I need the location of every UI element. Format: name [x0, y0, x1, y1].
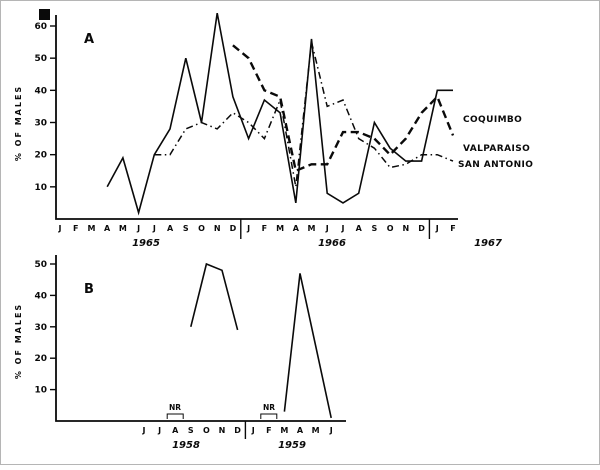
month-label: J [157, 426, 161, 435]
month-label: N [402, 224, 409, 233]
month-label: M [87, 224, 95, 233]
month-label: O [387, 224, 394, 233]
month-label: A [356, 224, 363, 233]
month-label: M [312, 426, 320, 435]
month-label: M [276, 224, 284, 233]
month-label: A [167, 224, 174, 233]
y-tick-label: 30 [34, 323, 47, 333]
series-valparaiso [232, 44, 455, 173]
y-tick-label: 40 [34, 291, 47, 301]
series-coquimbo [106, 12, 453, 216]
year-1965: 1965 [132, 238, 160, 249]
month-label: J [58, 224, 62, 233]
month-label: S [372, 224, 378, 233]
y-tick-label: 50 [34, 54, 47, 64]
y-tick-label: 10 [34, 386, 47, 396]
year-1966: 1966 [318, 238, 346, 249]
month-label: J [329, 426, 333, 435]
month-label: M [280, 426, 288, 435]
nr-bracket [166, 413, 184, 419]
series-san-antonio [154, 41, 454, 187]
month-label: F [266, 426, 271, 435]
month-label: F [73, 224, 78, 233]
y-tick-label: 40 [34, 86, 47, 96]
month-label: J [340, 224, 344, 233]
year-1958: 1958 [172, 440, 200, 451]
year-1967: 1967 [474, 238, 502, 249]
month-label: A [104, 224, 111, 233]
series-line [190, 262, 332, 419]
panel-a-label: A [84, 32, 94, 47]
legend-coquimbo: COQUIMBO [463, 115, 522, 125]
month-label: N [219, 426, 226, 435]
nr-bracket [260, 413, 278, 419]
month-label: J [246, 224, 250, 233]
y-tick-label: 60 [34, 22, 47, 32]
month-label: A [297, 426, 304, 435]
month-label: J [251, 426, 255, 435]
month-label: F [450, 224, 455, 233]
nr-annotation-2: NR [263, 403, 275, 412]
print-artifact [39, 9, 50, 20]
legend-san-antonio: SAN ANTONIO [458, 160, 533, 170]
month-label: N [214, 224, 221, 233]
y-tick-label: 20 [34, 151, 47, 161]
month-label: D [230, 224, 237, 233]
y-tick-label: 20 [34, 354, 47, 364]
month-label: O [198, 224, 205, 233]
month-label: O [203, 426, 210, 435]
y-tick-label: 50 [34, 260, 47, 270]
month-label: D [234, 426, 241, 435]
static-labels: A % OF MALES COQUIMBO VALPARAISO SAN ANT… [14, 32, 533, 451]
y-tick-label: 10 [34, 183, 47, 193]
panel-a-ylabel: % OF MALES [14, 85, 23, 161]
month-label: J [142, 426, 146, 435]
month-label: A [172, 426, 179, 435]
legend-valparaiso: VALPARAISO [463, 144, 530, 154]
month-label: A [293, 224, 300, 233]
year-1959: 1959 [278, 440, 306, 451]
panel-b-ylabel: % OF MALES [14, 303, 23, 379]
axes [55, 255, 346, 422]
month-label: D [418, 224, 425, 233]
month-label: J [435, 224, 439, 233]
month-label: J [152, 224, 156, 233]
month-label: S [188, 426, 194, 435]
month-label: J [136, 224, 140, 233]
axes [55, 15, 458, 220]
month-label: J [325, 224, 329, 233]
panel-b-label: B [84, 282, 94, 297]
month-label: M [119, 224, 127, 233]
month-label: M [308, 224, 316, 233]
month-label: S [183, 224, 189, 233]
y-tick-label: 30 [34, 119, 47, 129]
month-label: F [262, 224, 267, 233]
nr-annotation-1: NR [169, 403, 181, 412]
